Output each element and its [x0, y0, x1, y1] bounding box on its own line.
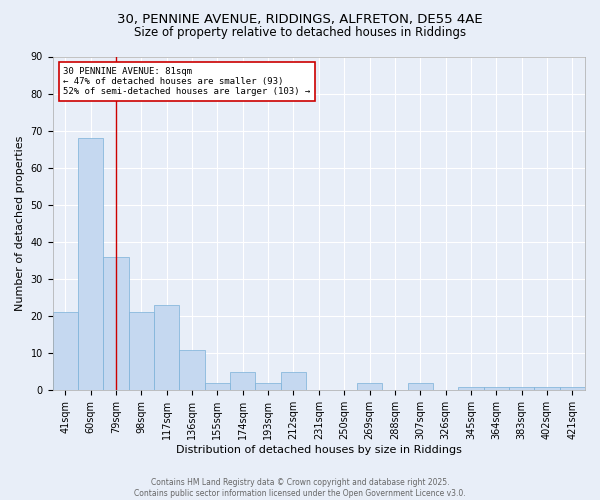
Bar [129, 312, 154, 390]
X-axis label: Distribution of detached houses by size in Riddings: Distribution of detached houses by size … [176, 445, 462, 455]
Bar [509, 386, 535, 390]
Bar [560, 386, 585, 390]
Bar [230, 372, 256, 390]
Text: 30 PENNINE AVENUE: 81sqm
← 47% of detached houses are smaller (93)
52% of semi-d: 30 PENNINE AVENUE: 81sqm ← 47% of detach… [63, 66, 311, 96]
Bar [357, 383, 382, 390]
Bar [205, 383, 230, 390]
Bar [535, 386, 560, 390]
Bar [78, 138, 103, 390]
Text: Contains HM Land Registry data © Crown copyright and database right 2025.
Contai: Contains HM Land Registry data © Crown c… [134, 478, 466, 498]
Y-axis label: Number of detached properties: Number of detached properties [15, 136, 25, 311]
Bar [281, 372, 306, 390]
Bar [458, 386, 484, 390]
Bar [154, 305, 179, 390]
Bar [179, 350, 205, 391]
Bar [407, 383, 433, 390]
Bar [103, 257, 129, 390]
Bar [53, 312, 78, 390]
Bar [484, 386, 509, 390]
Bar [256, 383, 281, 390]
Text: 30, PENNINE AVENUE, RIDDINGS, ALFRETON, DE55 4AE: 30, PENNINE AVENUE, RIDDINGS, ALFRETON, … [117, 12, 483, 26]
Text: Size of property relative to detached houses in Riddings: Size of property relative to detached ho… [134, 26, 466, 39]
